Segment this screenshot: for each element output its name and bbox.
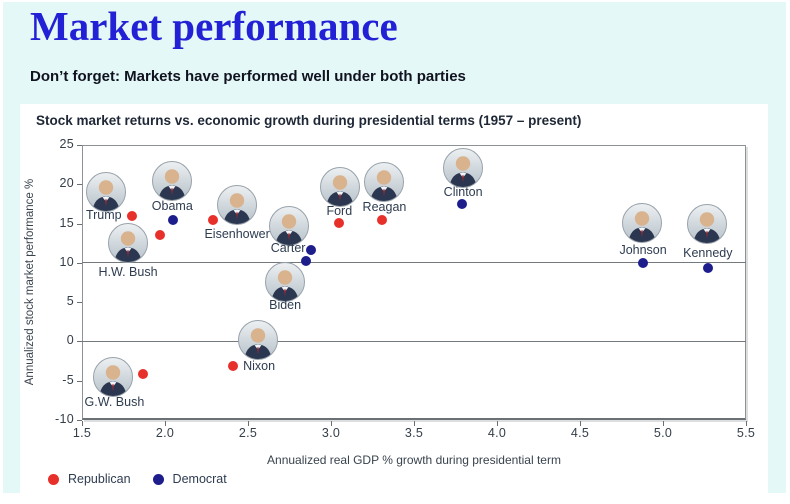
- label-reagan: Reagan: [362, 199, 407, 214]
- portrait-trump: [85, 171, 126, 212]
- gridline-y-0: [82, 340, 746, 342]
- dot-g-w-bush: [138, 368, 149, 379]
- label-clinton: Clinton: [443, 184, 483, 199]
- x-tick-mark: [580, 421, 581, 426]
- x-tick-label: 4.0: [487, 426, 507, 440]
- label-g-w-bush: G.W. Bush: [84, 394, 145, 409]
- label-kennedy: Kennedy: [683, 245, 733, 260]
- y-tick-label: 25: [59, 137, 74, 151]
- republican-dot-icon: [48, 473, 59, 485]
- x-tick-label: 4.5: [570, 426, 590, 440]
- chart-title: Stock market returns vs. economic growth…: [36, 113, 582, 128]
- plot-area: [82, 145, 746, 420]
- democrat-dot-icon: [152, 473, 164, 485]
- page-subtitle: Don’t forget: Markets have performed wel…: [30, 68, 466, 85]
- portrait-kennedy: [686, 203, 727, 244]
- y-tick-mark: [77, 380, 82, 382]
- y-tick-mark: [77, 223, 82, 225]
- dot-h-w-bush: [155, 230, 166, 241]
- portrait-h-w-bush: [108, 223, 149, 264]
- y-tick-mark: [77, 184, 82, 186]
- x-tick-label: 2.5: [238, 426, 258, 440]
- label-nixon: Nixon: [243, 358, 276, 373]
- x-tick-label: 2.0: [155, 426, 175, 440]
- dot-nixon: [228, 360, 239, 371]
- portrait-biden: [265, 261, 306, 302]
- dot-biden: [301, 255, 312, 266]
- gridline-y-10: [82, 262, 746, 264]
- label-biden: Biden: [269, 297, 302, 312]
- y-tick-mark: [77, 262, 82, 264]
- dot-eisenhower: [208, 214, 219, 225]
- x-tick-mark: [165, 421, 166, 426]
- dot-reagan: [377, 214, 388, 225]
- x-tick-mark: [414, 421, 415, 426]
- legend-label-republican: Republican: [68, 472, 131, 486]
- portrait-carter: [269, 206, 310, 247]
- x-tick-label: 5.5: [736, 426, 756, 440]
- y-tick-label: 0: [66, 333, 74, 348]
- y-tick-mark: [77, 302, 82, 304]
- y-axis-label: Annualized stock market performance %: [24, 178, 36, 386]
- label-ford: Ford: [326, 203, 353, 218]
- portrait-eisenhower: [217, 184, 258, 225]
- dot-kennedy: [702, 262, 713, 273]
- y-tick-label: 5: [66, 294, 74, 309]
- x-tick-mark: [248, 421, 249, 426]
- y-tick-mark: [77, 145, 82, 146]
- y-tick-label: 15: [59, 215, 74, 230]
- portrait-obama: [152, 160, 193, 201]
- x-tick-mark: [82, 421, 83, 426]
- y-tick-label: -5: [62, 372, 74, 387]
- legend: Republican Democrat: [48, 472, 227, 486]
- y-tick-mark: [77, 420, 82, 421]
- label-eisenhower: Eisenhower: [204, 226, 270, 241]
- legend-item-republican: Republican: [48, 472, 131, 486]
- portrait-g-w-bush: [93, 356, 134, 397]
- label-h-w-bush: H.W. Bush: [98, 265, 158, 280]
- x-tick-mark: [331, 421, 332, 426]
- chart-canvas: Annualized stock market performance % An…: [20, 104, 768, 504]
- x-tick-mark: [746, 421, 747, 426]
- dot-carter: [306, 245, 317, 256]
- portrait-ford: [320, 166, 361, 207]
- label-trump: Trump: [85, 207, 122, 222]
- x-tick-mark: [663, 421, 664, 426]
- label-obama: Obama: [151, 198, 193, 213]
- portrait-clinton: [443, 147, 484, 188]
- label-carter: Carter: [270, 241, 306, 256]
- y-tick-label: 20: [59, 176, 74, 191]
- y-tick-label: -10: [55, 412, 74, 426]
- legend-item-democrat: Democrat: [152, 472, 227, 486]
- x-tick-label: 5.0: [653, 426, 673, 440]
- portrait-nixon: [238, 319, 279, 360]
- dot-johnson: [638, 257, 649, 268]
- x-tick-label: 1.5: [72, 426, 92, 440]
- x-tick-label: 3.5: [404, 426, 424, 440]
- y-tick-label: 10: [59, 254, 74, 269]
- dot-trump: [126, 210, 137, 221]
- page-title: Market performance: [30, 3, 398, 49]
- chart-panel: Stock market returns vs. economic growth…: [20, 104, 768, 504]
- dot-clinton: [457, 198, 468, 209]
- y-tick-mark: [77, 341, 82, 343]
- legend-label-democrat: Democrat: [172, 472, 227, 486]
- dot-obama: [168, 214, 179, 225]
- x-tick-label: 3.0: [321, 426, 341, 440]
- portrait-reagan: [364, 161, 405, 202]
- dot-ford: [334, 217, 345, 228]
- x-tick-mark: [497, 421, 498, 426]
- x-axis-label: Annualized real GDP % growth during pres…: [267, 453, 561, 467]
- portrait-johnson: [622, 202, 663, 243]
- label-johnson: Johnson: [619, 242, 667, 257]
